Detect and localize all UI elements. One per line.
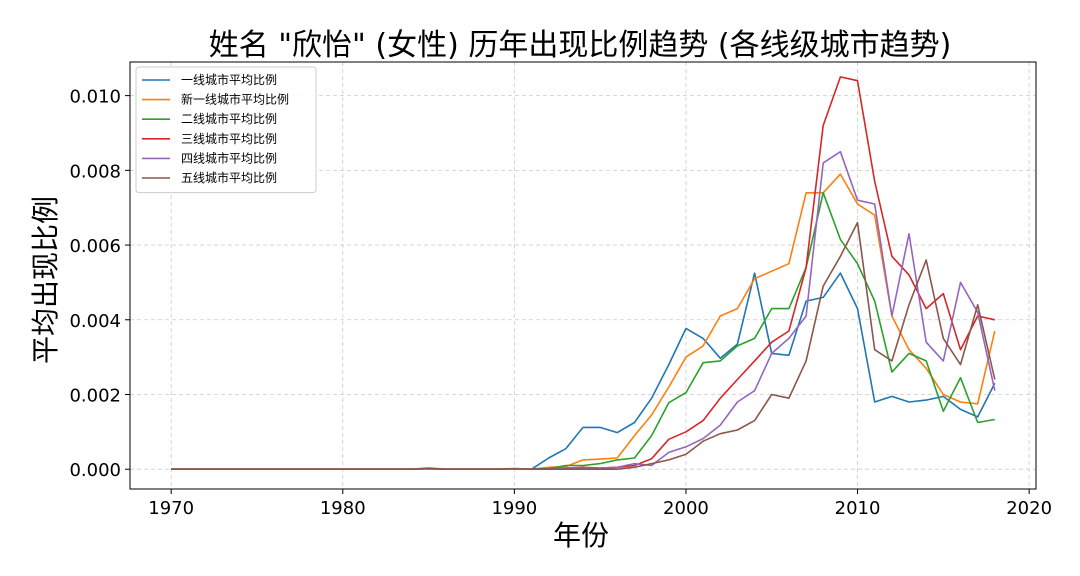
legend-label: 一线城市平均比例 (181, 72, 277, 87)
series-line-6 (171, 221, 996, 471)
x-axis: 1970 1980 1990 2000 2010 2020 (148, 489, 1052, 519)
x-tick-label: 1990 (491, 498, 537, 519)
legend-label: 四线城市平均比例 (181, 150, 277, 165)
y-tick-label: 0.002 (69, 385, 121, 406)
legend-label: 新一线城市平均比例 (181, 92, 289, 107)
legend-label: 三线城市平均比例 (181, 131, 277, 146)
x-tick-label: 1970 (148, 498, 194, 519)
chart-title: 姓名 "欣怡" (女性) 历年出现比例趋势 (各线级城市趋势) (209, 28, 952, 63)
legend: 一线城市平均比例新一线城市平均比例二线城市平均比例三线城市平均比例四线城市平均比… (135, 66, 317, 194)
legend-label: 二线城市平均比例 (181, 111, 277, 126)
y-tick-label: 0.004 (69, 311, 121, 332)
y-tick-label: 0.000 (69, 460, 121, 481)
series-line-1 (171, 272, 996, 471)
x-tick-label: 2000 (663, 498, 709, 519)
legend-label: 五线城市平均比例 (181, 170, 277, 185)
y-tick-label: 0.006 (69, 236, 121, 257)
y-axis: 0.000 0.002 0.004 0.006 0.008 0.010 (69, 87, 130, 481)
y-tick-label: 0.010 (69, 87, 121, 108)
y-axis-label: 平均出现比例 (29, 196, 62, 364)
x-axis-label: 年份 (553, 519, 609, 552)
series-lines (171, 76, 996, 471)
series-line-5 (171, 150, 996, 471)
plot-frame (129, 61, 1037, 490)
x-tick-label: 2010 (835, 498, 881, 519)
y-tick-label: 0.008 (69, 161, 121, 182)
x-tick-label: 1980 (320, 498, 366, 519)
legend-box (135, 66, 317, 194)
x-tick-label: 2020 (1006, 498, 1052, 519)
